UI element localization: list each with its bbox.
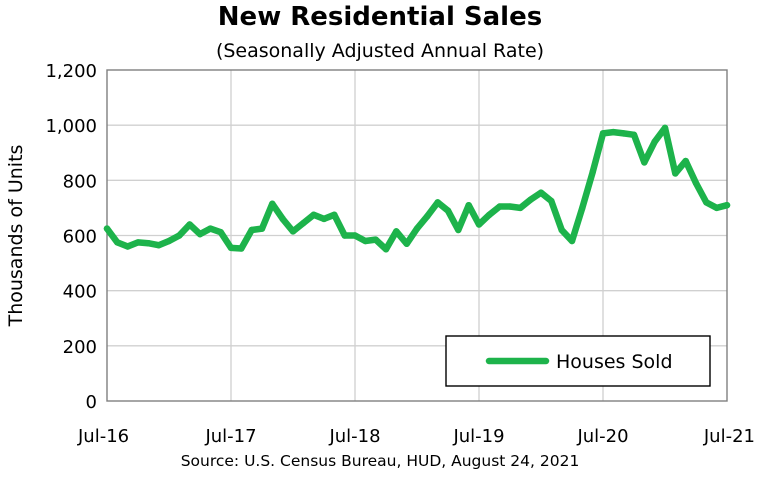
y-tick-label: 0: [86, 392, 97, 413]
data-point: [320, 215, 328, 223]
data-point: [620, 130, 627, 137]
data-point: [248, 226, 255, 234]
data-point: [651, 138, 658, 145]
data-point: [455, 226, 462, 234]
data-point: [155, 241, 162, 249]
data-point: [238, 245, 245, 252]
x-tick-label: Jul-21: [703, 426, 755, 447]
data-point: [269, 200, 276, 207]
data-point: [103, 225, 111, 232]
data-point: [393, 228, 400, 235]
y-tick-label: 1,200: [45, 61, 97, 82]
data-point: [207, 225, 214, 232]
data-point: [630, 131, 638, 139]
data-point: [424, 212, 431, 220]
data-point: [145, 240, 152, 247]
legend: Houses Sold: [445, 335, 711, 387]
data-point: [672, 170, 679, 177]
data-point: [300, 219, 307, 227]
y-tick-label: 200: [63, 337, 97, 358]
x-tick-label: Jul-20: [576, 426, 628, 447]
x-tick-label: Jul-18: [328, 426, 380, 447]
data-point: [362, 237, 369, 245]
y-axis-label: Thousands of Units: [5, 145, 27, 328]
data-point: [548, 197, 555, 205]
data-point: [568, 237, 576, 245]
data-point: [310, 211, 317, 219]
data-point: [723, 201, 731, 209]
data-point: [186, 221, 193, 228]
data-point: [114, 239, 121, 246]
chart-subtitle: (Seasonally Adjusted Annual Rate): [215, 40, 545, 62]
data-point: [289, 228, 297, 235]
data-point: [382, 246, 390, 253]
data-point: [176, 232, 183, 239]
chart-title: New Residential Sales: [217, 2, 543, 32]
x-tick-label: Jul-16: [77, 426, 129, 447]
y-tick-label: 400: [63, 282, 97, 303]
data-point: [444, 207, 452, 214]
data-point: [610, 128, 617, 136]
data-point: [351, 232, 359, 239]
data-point: [124, 243, 131, 250]
data-point: [279, 215, 286, 223]
data-point: [134, 239, 142, 246]
data-point: [165, 237, 173, 245]
data-point: [527, 196, 534, 203]
data-point: [641, 159, 648, 166]
y-tick-label: 600: [63, 227, 97, 248]
y-tick-label: 800: [63, 171, 97, 192]
data-point: [558, 226, 565, 234]
data-point: [713, 204, 720, 212]
data-point: [589, 168, 596, 176]
plot-border: [106, 69, 728, 402]
data-point: [517, 204, 524, 212]
data-point: [506, 203, 514, 210]
data-point: [403, 240, 410, 247]
data-point: [331, 211, 338, 219]
legend-label: Houses Sold: [556, 351, 673, 373]
data-point: [413, 225, 421, 232]
data-point: [579, 204, 586, 212]
data-point: [227, 244, 235, 252]
data-point: [372, 236, 379, 243]
data-point: [258, 225, 266, 232]
data-point: [537, 189, 545, 196]
data-point: [661, 124, 669, 132]
data-point: [496, 203, 503, 210]
y-tick-label: 1,000: [45, 116, 97, 137]
data-point: [217, 228, 224, 236]
data-point: [196, 230, 204, 238]
data-point: [465, 201, 472, 209]
data-point: [692, 179, 700, 187]
data-point: [341, 232, 348, 239]
data-point: [434, 199, 441, 206]
data-point: [703, 199, 710, 206]
chart-source: Source: U.S. Census Bureau, HUD, August …: [180, 452, 580, 470]
data-point: [475, 221, 483, 228]
x-tick-label: Jul-19: [452, 426, 504, 447]
data-point: [599, 130, 607, 137]
x-tick-label: Jul-17: [204, 426, 256, 447]
data-point: [486, 211, 493, 219]
data-point: [682, 157, 689, 165]
